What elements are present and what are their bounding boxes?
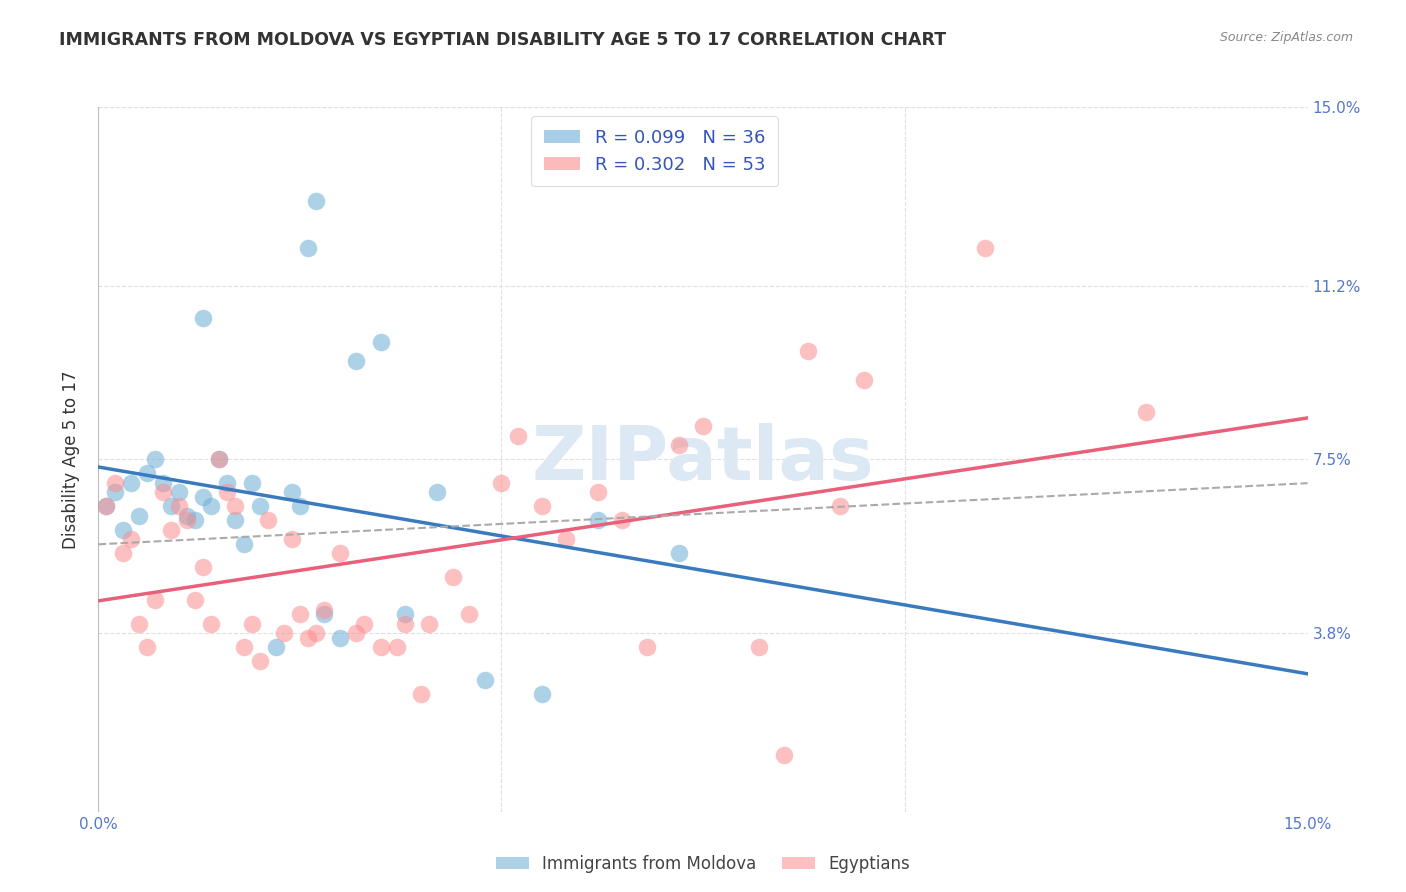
- Point: [217, 475, 239, 490]
- Point: [111, 523, 134, 537]
- Point: [636, 640, 658, 655]
- Point: [120, 475, 142, 490]
- Point: [240, 616, 263, 631]
- Point: [297, 241, 319, 255]
- Point: [441, 570, 464, 584]
- Point: [256, 513, 278, 527]
- Point: [167, 485, 190, 500]
- Text: Source: ZipAtlas.com: Source: ZipAtlas.com: [1219, 31, 1353, 45]
- Point: [232, 640, 254, 655]
- Point: [668, 438, 690, 452]
- Point: [394, 616, 416, 631]
- Point: [160, 500, 183, 514]
- Point: [224, 513, 246, 527]
- Point: [474, 673, 496, 688]
- Point: [128, 616, 150, 631]
- Point: [530, 500, 553, 514]
- Point: [612, 513, 634, 527]
- Point: [853, 372, 876, 386]
- Point: [353, 616, 375, 631]
- Point: [288, 500, 311, 514]
- Point: [128, 508, 150, 523]
- Point: [586, 513, 609, 527]
- Point: [193, 490, 215, 504]
- Y-axis label: Disability Age 5 to 17: Disability Age 5 to 17: [62, 370, 80, 549]
- Point: [249, 654, 271, 668]
- Point: [184, 593, 207, 607]
- Point: [530, 687, 553, 701]
- Point: [103, 485, 125, 500]
- Point: [418, 616, 440, 631]
- Point: [176, 513, 198, 527]
- Point: [193, 560, 215, 574]
- Point: [135, 467, 157, 481]
- Point: [314, 603, 336, 617]
- Point: [103, 475, 125, 490]
- Point: [370, 334, 392, 349]
- Point: [797, 344, 820, 359]
- Point: [217, 485, 239, 500]
- Point: [224, 500, 246, 514]
- Point: [176, 508, 198, 523]
- Point: [152, 475, 174, 490]
- Point: [344, 626, 367, 640]
- Point: [329, 631, 352, 645]
- Point: [111, 546, 134, 560]
- Point: [305, 194, 328, 208]
- Point: [193, 311, 215, 326]
- Point: [160, 523, 183, 537]
- Legend: Immigrants from Moldova, Egyptians: Immigrants from Moldova, Egyptians: [489, 848, 917, 880]
- Point: [167, 500, 190, 514]
- Point: [281, 533, 304, 547]
- Point: [828, 500, 851, 514]
- Point: [184, 513, 207, 527]
- Point: [120, 533, 142, 547]
- Point: [208, 452, 231, 467]
- Point: [748, 640, 770, 655]
- Point: [974, 241, 997, 255]
- Point: [288, 607, 311, 622]
- Point: [329, 546, 352, 560]
- Point: [409, 687, 432, 701]
- Point: [264, 640, 287, 655]
- Point: [143, 593, 166, 607]
- Point: [249, 500, 271, 514]
- Point: [506, 429, 529, 443]
- Point: [458, 607, 481, 622]
- Point: [232, 537, 254, 551]
- Point: [426, 485, 449, 500]
- Point: [370, 640, 392, 655]
- Point: [297, 631, 319, 645]
- Point: [1135, 405, 1157, 419]
- Point: [200, 616, 222, 631]
- Point: [555, 533, 578, 547]
- Point: [208, 452, 231, 467]
- Point: [143, 452, 166, 467]
- Point: [200, 500, 222, 514]
- Point: [491, 475, 513, 490]
- Point: [305, 626, 328, 640]
- Legend: R = 0.099   N = 36, R = 0.302   N = 53: R = 0.099 N = 36, R = 0.302 N = 53: [531, 116, 778, 186]
- Point: [135, 640, 157, 655]
- Point: [692, 419, 714, 434]
- Point: [394, 607, 416, 622]
- Text: IMMIGRANTS FROM MOLDOVA VS EGYPTIAN DISABILITY AGE 5 TO 17 CORRELATION CHART: IMMIGRANTS FROM MOLDOVA VS EGYPTIAN DISA…: [59, 31, 946, 49]
- Point: [152, 485, 174, 500]
- Point: [96, 500, 118, 514]
- Point: [273, 626, 295, 640]
- Point: [281, 485, 304, 500]
- Point: [586, 485, 609, 500]
- Point: [344, 353, 367, 368]
- Point: [314, 607, 336, 622]
- Point: [240, 475, 263, 490]
- Text: ZIPatlas: ZIPatlas: [531, 423, 875, 496]
- Point: [96, 500, 118, 514]
- Point: [385, 640, 408, 655]
- Point: [772, 748, 794, 763]
- Point: [668, 546, 690, 560]
